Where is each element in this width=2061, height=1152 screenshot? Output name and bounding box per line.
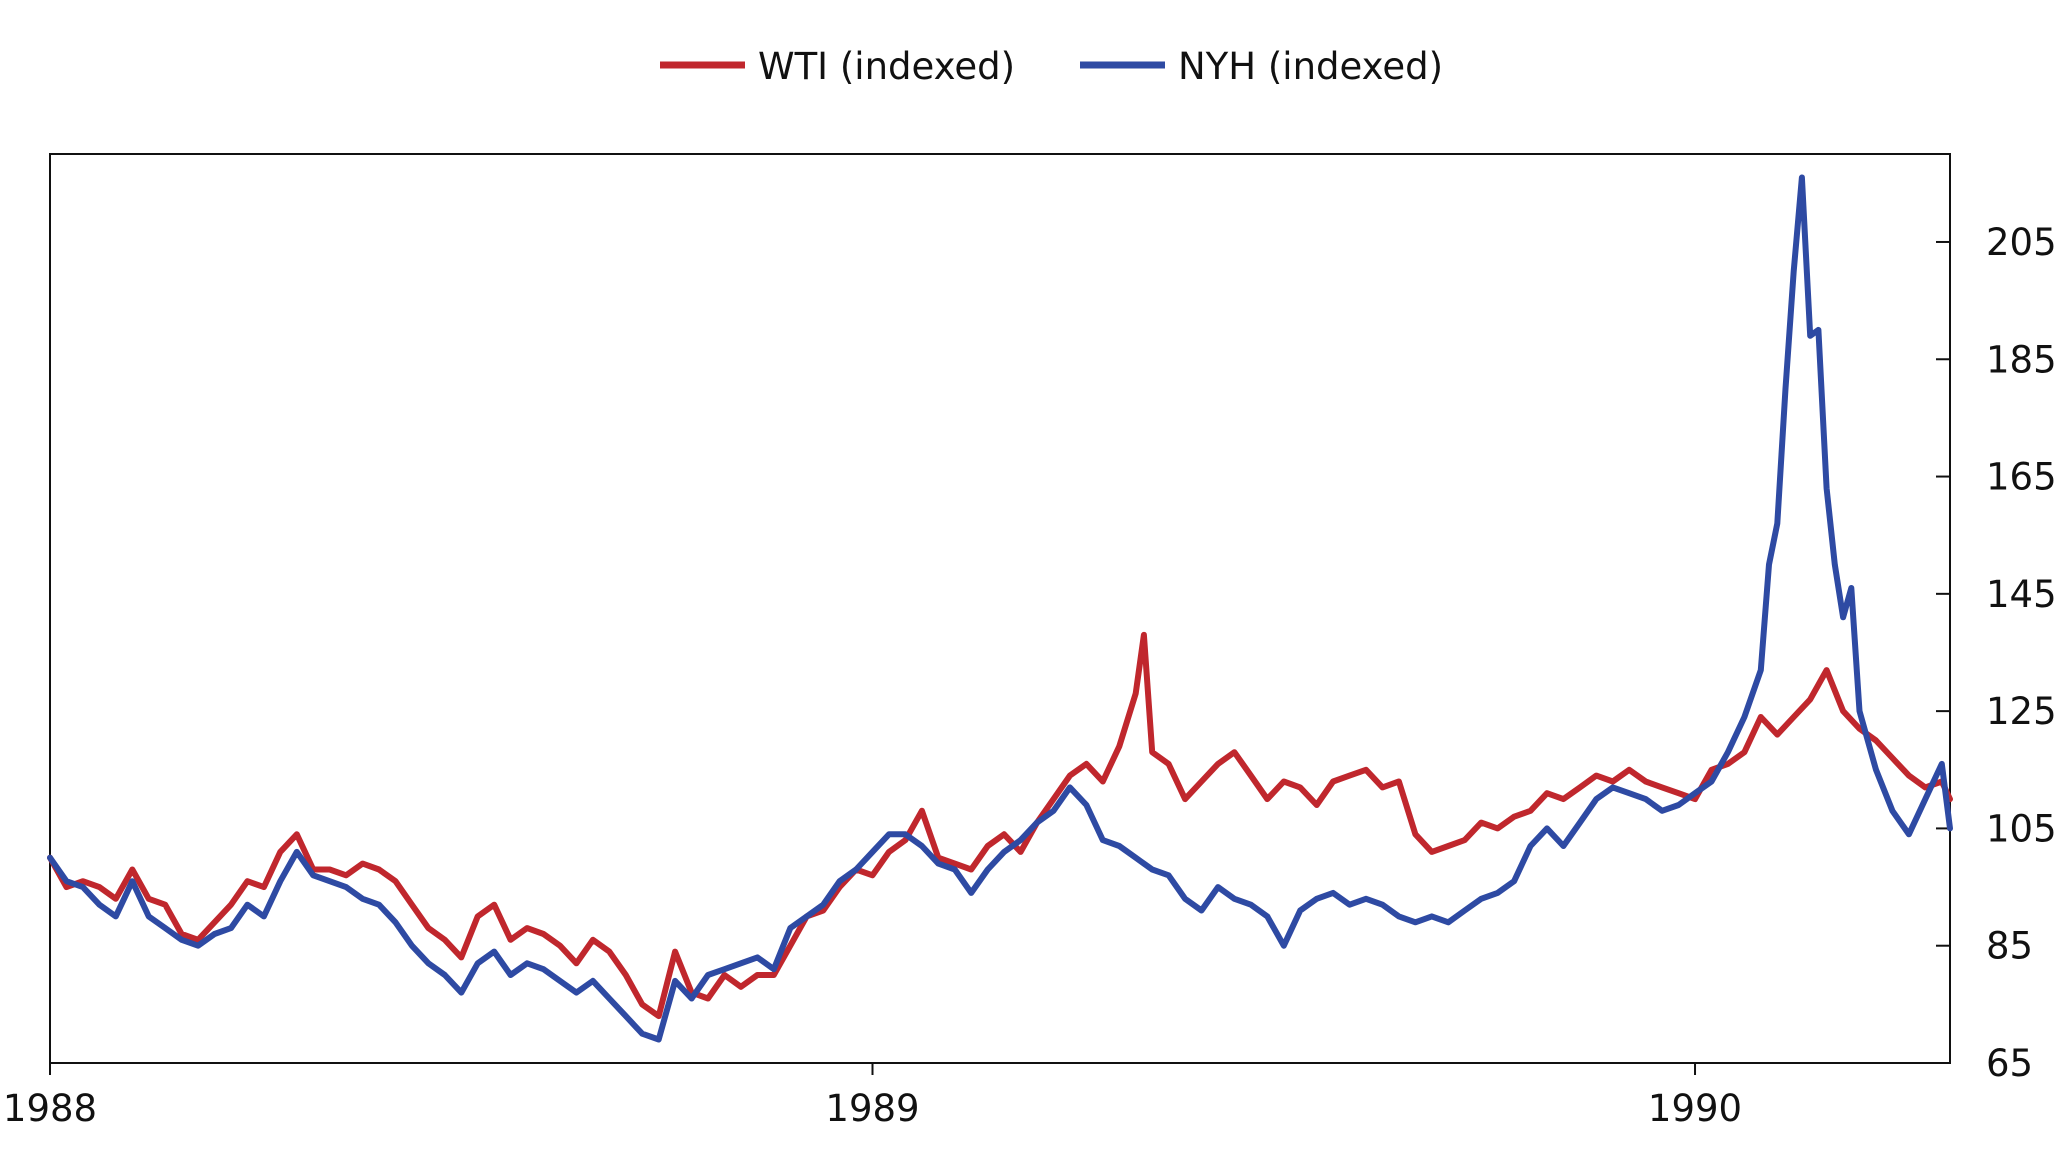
y-axis: 65 85 105 125 145 165 185 205 [1936, 221, 2057, 1085]
x-tick-label: 1988 [3, 1087, 97, 1130]
legend-item-wti: WTI (indexed) [660, 45, 1015, 88]
x-axis: 1988 1989 1990 [3, 1063, 1742, 1130]
legend: WTI (indexed) NYH (indexed) [660, 45, 1443, 88]
legend-label-nyh: NYH (indexed) [1178, 45, 1443, 88]
y-tick-label: 205 [1986, 221, 2057, 264]
y-tick-label: 145 [1986, 573, 2057, 616]
series-line-nyh [47, 174, 1953, 1043]
y-tick-label: 185 [1986, 338, 2057, 381]
y-tick-label: 65 [1986, 1042, 2033, 1085]
legend-label-wti: WTI (indexed) [758, 45, 1015, 88]
legend-item-nyh: NYH (indexed) [1080, 45, 1443, 88]
series-line-wti [47, 631, 1953, 1020]
plot-area-frame [49, 153, 1951, 1064]
x-tick-label: 1989 [825, 1087, 919, 1130]
y-tick-label: 125 [1986, 690, 2057, 733]
y-tick-label: 85 [1986, 925, 2033, 968]
y-tick-label: 105 [1986, 807, 2057, 850]
series-layer [47, 174, 1953, 1043]
x-tick-label: 1990 [1648, 1087, 1742, 1130]
y-tick-label: 165 [1986, 456, 2057, 499]
